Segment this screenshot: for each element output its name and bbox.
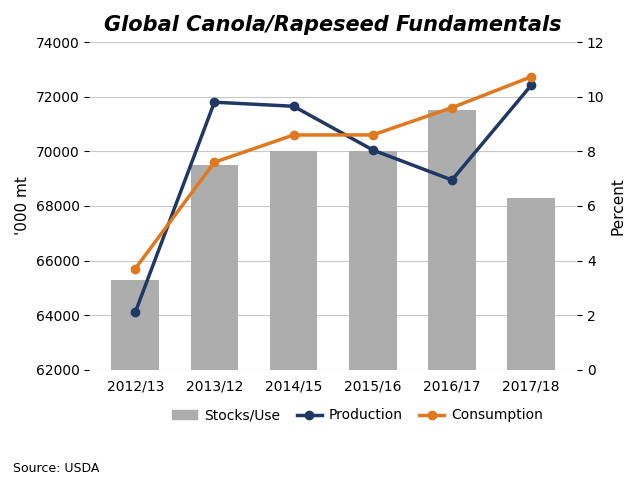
Y-axis label: Percent: Percent	[610, 177, 625, 235]
Consumption	[211, 159, 218, 165]
Production	[527, 83, 535, 88]
Bar	[191, 165, 238, 370]
Consumption	[448, 105, 456, 110]
Bar	[349, 151, 397, 370]
Bar	[270, 151, 317, 370]
Production	[448, 177, 456, 183]
Production	[131, 310, 139, 315]
Consumption	[131, 266, 139, 272]
Bar	[111, 280, 159, 370]
Production	[290, 103, 298, 109]
Production	[369, 147, 376, 153]
Consumption	[290, 132, 298, 138]
Text: Source: USDA: Source: USDA	[13, 462, 99, 475]
Line: Consumption: Consumption	[131, 72, 535, 273]
Y-axis label: '000 mt: '000 mt	[15, 177, 30, 235]
Title: Global Canola/Rapeseed Fundamentals: Global Canola/Rapeseed Fundamentals	[104, 15, 562, 35]
Consumption	[369, 132, 376, 138]
Consumption	[527, 74, 535, 80]
Production	[211, 99, 218, 105]
Legend: Stocks/Use, Production, Consumption: Stocks/Use, Production, Consumption	[166, 403, 548, 428]
Line: Production: Production	[131, 81, 535, 317]
Bar	[428, 110, 476, 370]
Bar	[508, 198, 555, 370]
